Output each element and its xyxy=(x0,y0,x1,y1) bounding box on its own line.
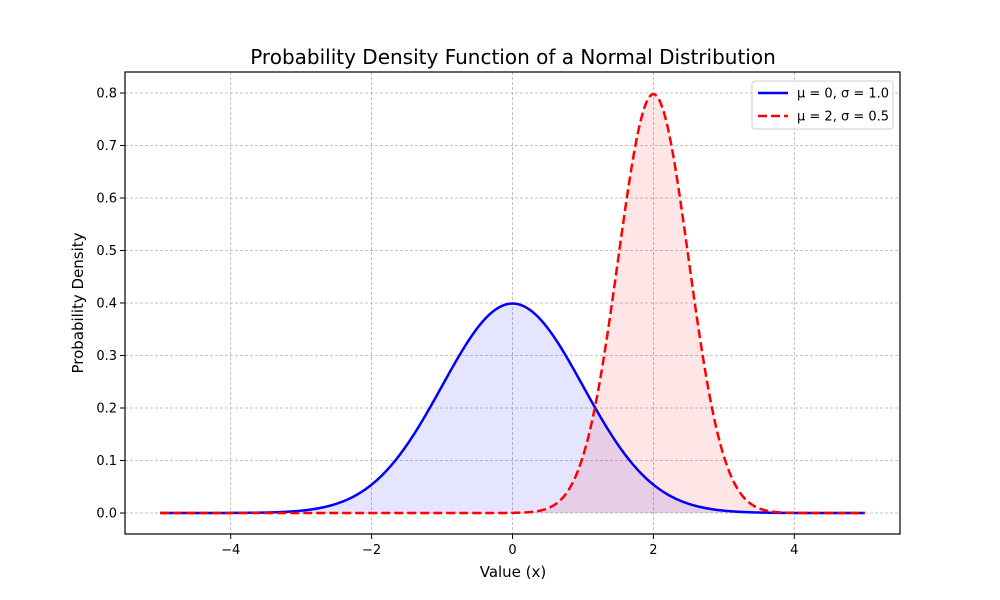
y-tick-label: 0.1 xyxy=(96,454,117,469)
x-tick-label: 4 xyxy=(790,543,798,558)
y-tick-label: 0.5 xyxy=(96,244,117,259)
fills xyxy=(160,94,865,514)
y-tick-label: 0.7 xyxy=(96,139,117,154)
y-tick-label: 0.3 xyxy=(96,349,117,364)
x-axis-label: Value (x) xyxy=(480,563,547,581)
x-tick-label: 0 xyxy=(508,543,516,558)
x-tick-label: −4 xyxy=(221,543,240,558)
x-tick-label: −2 xyxy=(362,543,381,558)
y-tick-label: 0.2 xyxy=(96,402,117,417)
legend-label-series-1: μ = 0, σ = 1.0 xyxy=(797,87,889,102)
y-axis-label: Probability Density xyxy=(69,232,87,373)
chart-title: Probability Density Function of a Normal… xyxy=(250,45,776,69)
series-fill-2 xyxy=(160,94,865,514)
y-tick-label: 0.0 xyxy=(96,507,117,522)
x-tick-label: 2 xyxy=(649,543,657,558)
series-lines xyxy=(160,92,865,515)
legend: μ = 0, σ = 1.0 μ = 2, σ = 0.5 xyxy=(751,80,894,130)
series-fill-1 xyxy=(160,303,865,513)
legend-label-series-2: μ = 2, σ = 0.5 xyxy=(797,110,889,125)
y-tick-label: 0.8 xyxy=(96,87,117,102)
ticks: −4 −2 0 2 4 0.0 0.1 0.2 0.3 0.4 0.5 0.6 0.7 0.8 xyxy=(96,87,798,559)
series-line-2 xyxy=(160,92,865,515)
y-tick-label: 0.6 xyxy=(96,192,117,207)
y-tick-label: 0.4 xyxy=(96,297,117,312)
